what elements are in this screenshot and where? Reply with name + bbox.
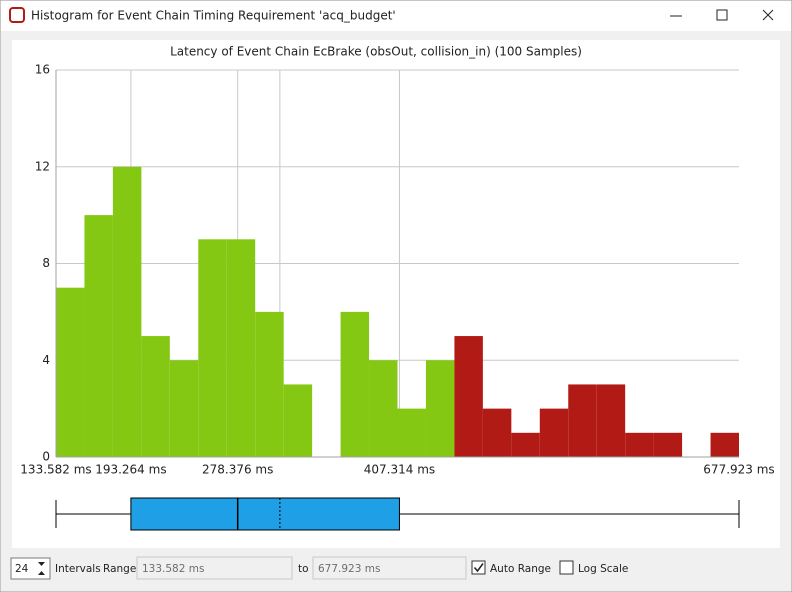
log-scale-label[interactable]: Log Scale (578, 563, 628, 575)
close-button[interactable] (762, 9, 774, 21)
bar (56, 287, 85, 457)
range-from-value: 133.582 ms (142, 563, 204, 575)
bar (369, 360, 398, 457)
bar (84, 215, 113, 457)
bar (511, 432, 540, 457)
bar (283, 384, 313, 457)
range-label: Range: (103, 563, 140, 575)
range-from-input[interactable] (136, 556, 293, 580)
bar (625, 432, 654, 457)
intervals-value[interactable]: 24 (15, 563, 29, 575)
bar (425, 360, 455, 457)
bar (482, 408, 512, 457)
bar (226, 239, 256, 457)
x-tick-label: 407.314 ms (364, 463, 435, 477)
auto-range-checkbox[interactable] (471, 560, 486, 575)
bar (198, 239, 227, 457)
bar (141, 336, 170, 457)
y-tick-label: 4 (42, 353, 50, 367)
log-scale-checkbox[interactable] (559, 560, 574, 575)
bar (255, 311, 284, 457)
bar (596, 384, 626, 457)
maximize-button[interactable] (716, 9, 728, 21)
bar (340, 311, 370, 457)
y-tick-label: 0 (42, 450, 50, 464)
x-tick-label: 133.582 ms (20, 463, 91, 477)
bar (710, 432, 739, 457)
intervals-label: Intervals (55, 563, 101, 575)
range-to-value: 677.923 ms (318, 563, 380, 575)
bar (112, 166, 142, 457)
bar (454, 336, 483, 457)
bar (169, 360, 199, 457)
chart-title: Latency of Event Chain EcBrake (obsOut, … (170, 45, 582, 59)
bar (539, 408, 569, 457)
to-label: to (298, 563, 309, 575)
auto-range-label[interactable]: Auto Range (490, 563, 551, 575)
spinner-arrows[interactable] (38, 562, 45, 575)
app-icon (9, 7, 25, 23)
box (130, 497, 400, 531)
plot: 0 4 8 12 16 133.582 ms 193.264 ms 278.376 ms 407… (20, 63, 775, 531)
bar (397, 408, 426, 457)
bar (568, 384, 597, 457)
bar (653, 432, 683, 457)
window-title: Histogram for Event Chain Timing Require… (31, 9, 396, 23)
x-tick-label: 677.923 ms (703, 463, 774, 477)
x-tick-label: 278.376 ms (202, 463, 273, 477)
x-tick-label: 193.264 ms (95, 463, 166, 477)
range-to-input[interactable] (312, 556, 467, 580)
title-bar (1, 1, 791, 31)
y-tick-label: 16 (35, 63, 50, 77)
y-tick-label: 8 (42, 256, 50, 270)
y-tick-label: 12 (35, 159, 50, 173)
check-mark (473, 563, 484, 573)
